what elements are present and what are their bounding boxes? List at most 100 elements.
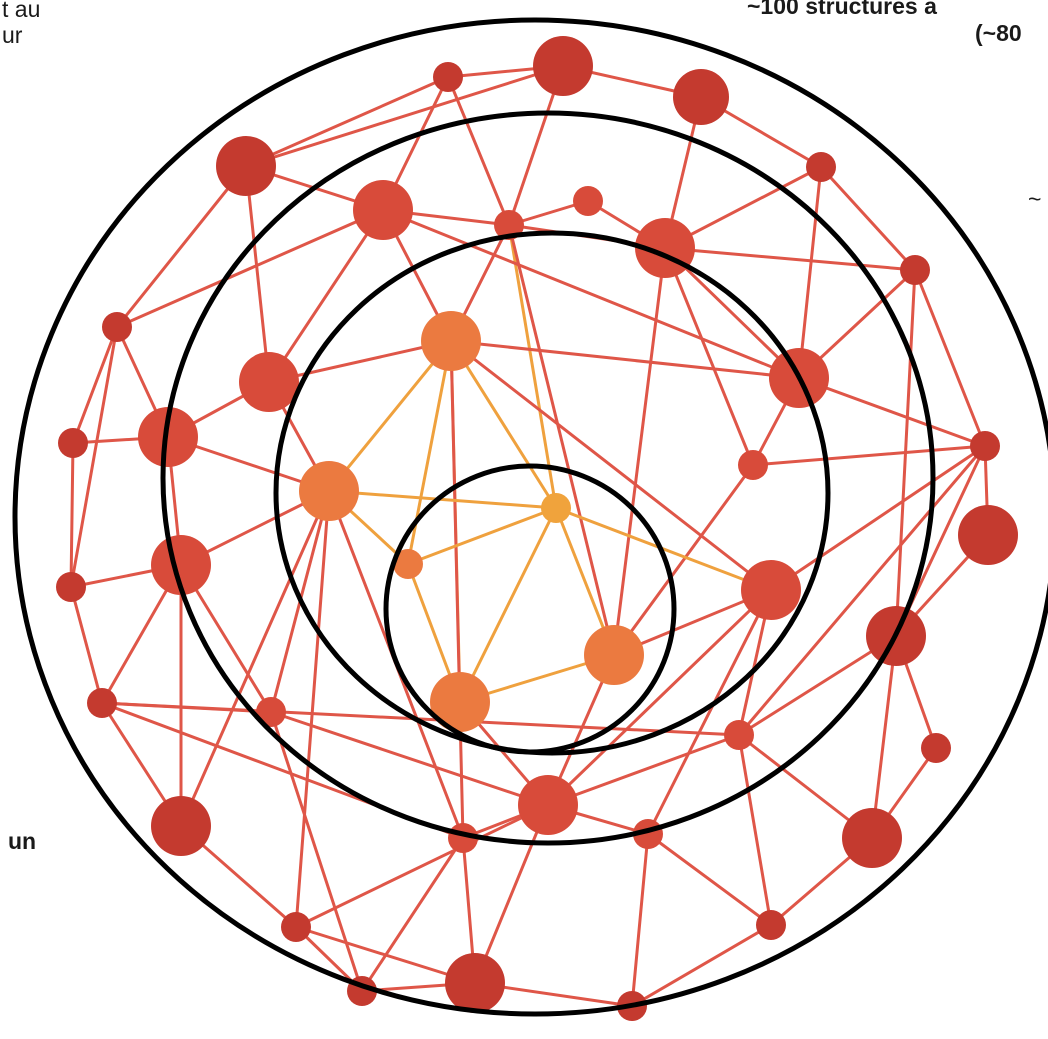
network-edge <box>449 339 465 840</box>
network-node <box>216 136 276 196</box>
outer-ring <box>12 17 1048 1017</box>
network-node <box>541 493 571 523</box>
inner-ring <box>383 463 677 755</box>
network-node <box>842 808 902 868</box>
bottom-left-caption: un <box>8 828 37 854</box>
network-edge <box>546 733 741 807</box>
network-edge <box>360 836 465 993</box>
network-node <box>518 775 578 835</box>
network-node <box>741 560 801 620</box>
network-edge <box>737 444 987 737</box>
network-node <box>299 461 359 521</box>
network-edge <box>69 585 104 705</box>
network-edge <box>819 165 917 272</box>
network-node <box>724 720 754 750</box>
network-edge <box>612 246 667 657</box>
network-node <box>806 152 836 182</box>
network-edge <box>244 75 450 168</box>
network-edge <box>406 506 558 566</box>
network-edge <box>507 223 616 657</box>
network-node <box>900 255 930 285</box>
network-node <box>958 505 1018 565</box>
network-edge <box>244 64 565 168</box>
network-node <box>673 69 729 125</box>
network-node <box>56 572 86 602</box>
network-edge <box>646 832 773 927</box>
network-edge <box>913 268 987 448</box>
network-edge <box>115 164 248 329</box>
network-edge <box>115 208 385 329</box>
network-node <box>738 450 768 480</box>
network-node <box>445 953 505 1013</box>
network-node <box>970 431 1000 461</box>
network-edge <box>737 733 773 927</box>
right-caption-fragment: ~ <box>1028 186 1042 212</box>
network-edge <box>663 246 755 467</box>
network-edge <box>71 325 119 445</box>
network-edge <box>894 268 917 638</box>
network-edge <box>449 339 773 592</box>
network-edge <box>294 489 331 929</box>
network-node <box>756 910 786 940</box>
concentric-rings <box>12 17 1048 1017</box>
network-edge <box>269 710 364 993</box>
network-edge <box>630 832 650 1008</box>
network-edge <box>406 339 453 566</box>
ring-3 <box>273 230 831 756</box>
network-edge <box>473 803 550 985</box>
network-node <box>256 697 286 727</box>
network-edge <box>179 489 331 828</box>
network-node <box>430 672 490 732</box>
network-edge <box>446 75 511 227</box>
network-edge <box>69 325 119 589</box>
network-edge <box>327 489 558 510</box>
network-edge <box>612 463 755 657</box>
network-edge <box>294 925 477 985</box>
network-edge <box>751 444 987 467</box>
network-edge <box>646 588 773 836</box>
network-edge <box>797 376 987 448</box>
network-edge <box>663 246 917 272</box>
network-node <box>239 352 299 412</box>
top-left-caption-line-2: ur <box>2 22 23 48</box>
network-node <box>921 733 951 763</box>
network-edge <box>269 710 550 807</box>
network-edge <box>244 164 271 384</box>
network-node <box>102 312 132 342</box>
network-nodes <box>56 36 1018 1021</box>
network-node <box>533 36 593 96</box>
top-right-caption-line-1: ~100 structures a <box>747 0 937 19</box>
network-edge <box>546 588 773 807</box>
network-node <box>281 912 311 942</box>
network-edge <box>381 208 801 380</box>
network-node <box>58 428 88 458</box>
network-node <box>573 186 603 216</box>
network-node <box>87 688 117 718</box>
network-node <box>151 796 211 856</box>
network-node <box>421 311 481 371</box>
network-edge <box>630 923 773 1008</box>
network-node <box>353 180 413 240</box>
network-node <box>433 62 463 92</box>
network-edge <box>327 339 453 493</box>
network-edge <box>797 165 823 380</box>
network-edge <box>267 339 453 384</box>
network-edge <box>458 506 558 704</box>
network-node <box>494 210 524 240</box>
network-edge <box>449 339 558 510</box>
network-edges <box>69 64 990 1008</box>
network-node <box>393 549 423 579</box>
network-edge <box>737 634 898 737</box>
network-edge <box>507 223 558 510</box>
ring-2 <box>160 110 936 846</box>
network-node <box>138 407 198 467</box>
top-right-caption-line-2: (~80 <box>975 20 1022 46</box>
network-node <box>584 625 644 685</box>
network-edge <box>294 803 550 929</box>
network-edge <box>870 634 898 840</box>
network-edge <box>267 208 385 384</box>
network-edge <box>663 246 801 380</box>
top-left-caption-line-1: t au <box>2 0 41 22</box>
network-edge <box>769 444 987 592</box>
